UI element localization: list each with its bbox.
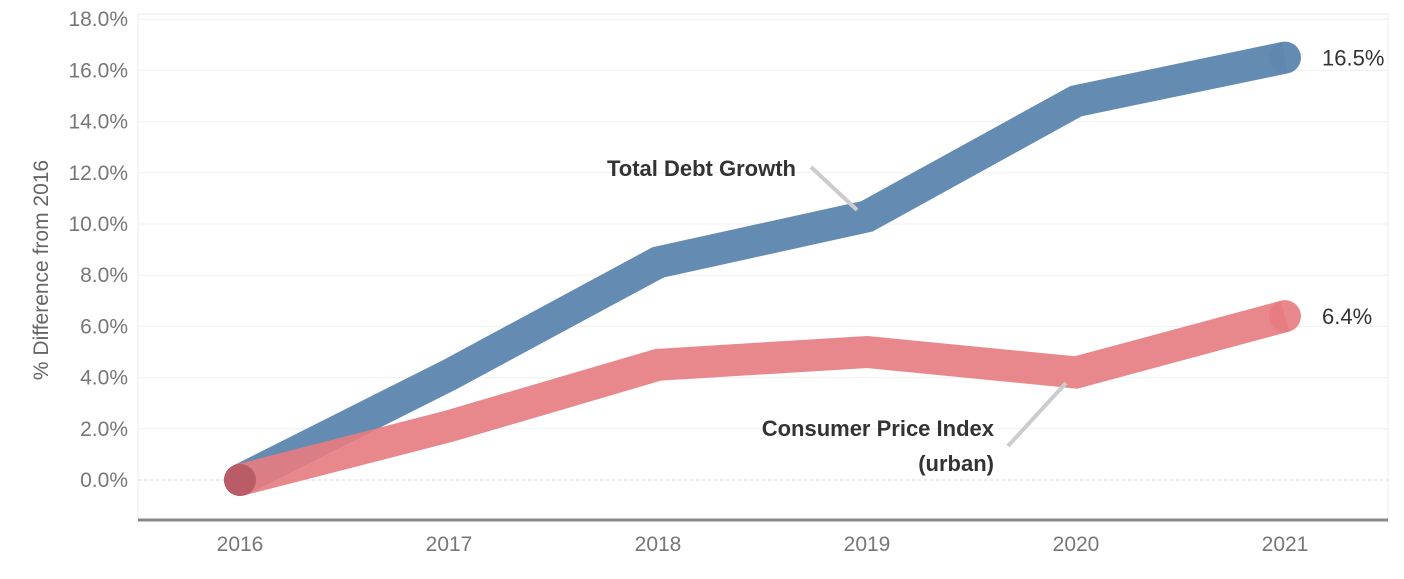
- x-tick-label: 2018: [635, 533, 682, 556]
- x-tick-label: 2016: [217, 533, 264, 556]
- y-tick-label: 0.0%: [80, 469, 128, 492]
- annotation-cpi: Consumer Price Index: [762, 416, 995, 441]
- y-tick-label: 18.0%: [68, 8, 128, 31]
- annotation-total-debt: Total Debt Growth: [607, 156, 796, 181]
- x-tick-label: 2017: [426, 533, 473, 556]
- y-tick-label: 4.0%: [80, 367, 128, 390]
- x-tick-label: 2020: [1053, 533, 1100, 556]
- x-tick-label: 2021: [1262, 533, 1309, 556]
- series-line-1: [236, 300, 1290, 496]
- series-lines: [224, 41, 1301, 496]
- y-tick-label: 2.0%: [80, 418, 128, 441]
- x-tick-label: 2019: [844, 533, 891, 556]
- origin-point: [224, 464, 256, 496]
- y-tick-label: 8.0%: [80, 264, 128, 287]
- labels: 16.5% 6.4% Total Debt Growth Consumer Price…: [607, 46, 1384, 476]
- y-tick-label: 6.0%: [80, 315, 128, 338]
- axes: 0.0% 2.0% 4.0% 6.0% 8.0% 10.0% 12.0% 14.0% 16.0%…: [30, 8, 1388, 556]
- annotation-cpi-sub: (urban): [918, 451, 994, 476]
- y-tick-label: 14.0%: [68, 111, 128, 134]
- series-end-point: [1269, 41, 1301, 74]
- end-value-label: 6.4%: [1322, 304, 1372, 329]
- end-value-label: 16.5%: [1322, 46, 1384, 71]
- y-tick-label: 16.0%: [68, 59, 128, 82]
- annotation-leader-line: [809, 165, 859, 212]
- series-end-point: [1269, 300, 1301, 333]
- y-axis-title: % Difference from 2016: [30, 160, 53, 380]
- y-tick-label: 10.0%: [68, 213, 128, 236]
- annotation-leader-line: [1006, 381, 1068, 448]
- series-line-0: [232, 41, 1289, 495]
- y-tick-label: 12.0%: [68, 162, 128, 185]
